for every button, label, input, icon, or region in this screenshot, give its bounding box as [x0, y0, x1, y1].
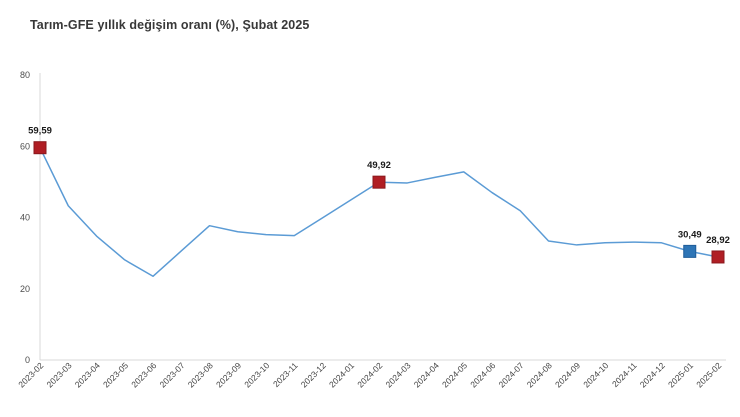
x-tick-label: 2024-01: [327, 360, 356, 389]
x-tick-label: 2024-12: [638, 360, 667, 389]
x-tick-label: 2024-09: [553, 360, 582, 389]
x-tick-label: 2024-10: [581, 360, 610, 389]
x-tick-label: 2024-03: [384, 360, 413, 389]
x-tick-label: 2023-10: [242, 360, 271, 389]
x-tick-label: 2024-11: [610, 360, 639, 389]
data-label-2023-02: 59,59: [28, 126, 52, 137]
x-tick-label: 2023-11: [271, 360, 300, 389]
x-tick-label: 2023-08: [186, 360, 215, 389]
x-tick-label: 2023-04: [73, 360, 102, 389]
x-tick-label: 2024-08: [525, 360, 554, 389]
data-marker-2025-01: [683, 244, 697, 258]
y-tick-label: 60: [20, 141, 30, 151]
data-label-2025-02: 28,92: [706, 235, 730, 246]
chart-title: Tarım-GFE yıllık değişim oranı (%), Şuba…: [30, 18, 310, 32]
x-tick-label: 2024-05: [440, 360, 469, 389]
y-tick-label: 40: [20, 213, 30, 223]
x-tick-label: 2024-07: [497, 360, 526, 389]
y-tick-label: 20: [20, 284, 30, 294]
data-marker-2025-02: [711, 250, 725, 264]
x-tick-label: 2023-03: [45, 360, 74, 389]
x-tick-label: 2024-02: [355, 360, 384, 389]
x-tick-label: 2023-06: [129, 360, 158, 389]
x-tick-label: 2025-02: [694, 360, 723, 389]
data-label-2024-02: 49,92: [367, 160, 391, 171]
x-tick-label: 2023-09: [214, 360, 243, 389]
data-marker-2024-02: [372, 175, 386, 189]
x-tick-label: 2024-04: [412, 360, 441, 389]
data-marker-2023-02: [33, 141, 47, 155]
x-tick-label: 2024-06: [468, 360, 497, 389]
x-tick-label: 2023-02: [16, 360, 45, 389]
x-tick-label: 2025-01: [666, 360, 695, 389]
y-tick-label: 0: [25, 355, 30, 365]
x-tick-label: 2023-07: [158, 360, 187, 389]
x-tick-label: 2023-05: [101, 360, 130, 389]
data-label-2025-01: 30,49: [678, 229, 702, 240]
y-tick-label: 80: [20, 70, 30, 80]
x-tick-label: 2023-12: [299, 360, 328, 389]
